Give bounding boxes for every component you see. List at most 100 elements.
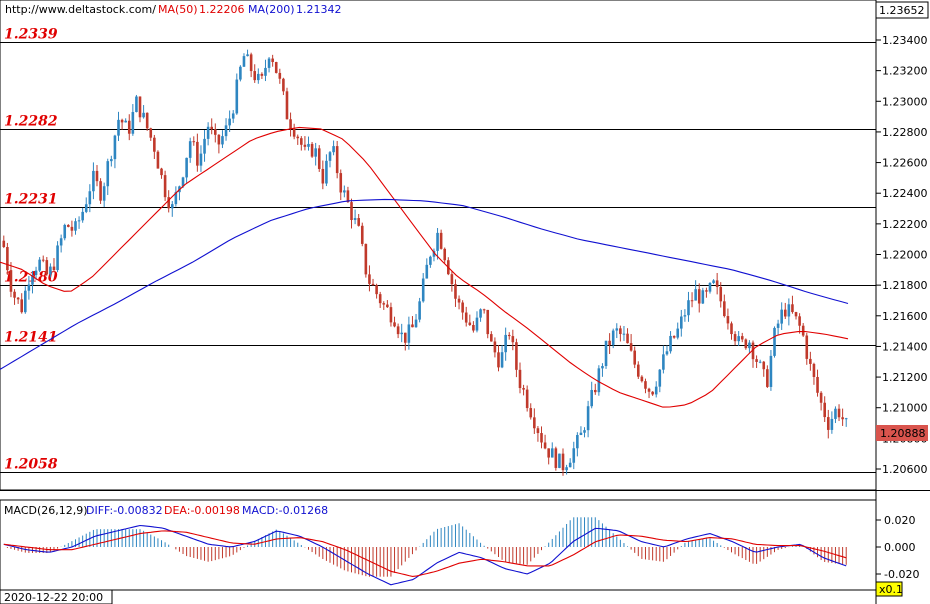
price-tick-label: 1.23200 <box>882 65 928 78</box>
candle-body <box>826 417 830 430</box>
candle-body <box>196 141 199 166</box>
candle-body <box>529 408 533 418</box>
candle-body <box>683 315 687 317</box>
candle-body <box>343 190 346 193</box>
candle-body <box>38 259 41 271</box>
candle-body <box>450 274 454 285</box>
candle-body <box>167 197 170 209</box>
candle-body <box>418 301 421 320</box>
candle-body <box>751 342 755 360</box>
candle-body <box>414 319 418 328</box>
source-url[interactable]: http://www.deltastock.com/ <box>5 3 156 16</box>
candle-body <box>346 190 350 203</box>
candle-body <box>257 73 260 81</box>
candle-body <box>378 294 382 304</box>
candle-body <box>762 361 766 370</box>
candle-body <box>350 202 353 221</box>
candle-body <box>705 290 708 292</box>
candle-body <box>249 54 253 72</box>
candle-body <box>597 368 601 393</box>
candle-body <box>783 309 787 317</box>
level-label: 1.2231 <box>4 192 58 208</box>
candle-body <box>371 283 375 286</box>
zoom-label[interactable]: x0.1 <box>879 583 903 596</box>
candle-body <box>27 284 31 291</box>
candle-body <box>472 324 475 331</box>
candle-body <box>364 243 368 275</box>
candle-body <box>153 137 156 152</box>
candle-body <box>67 224 70 227</box>
price-tick-label: 1.21400 <box>882 340 928 353</box>
candle-body <box>20 299 24 313</box>
candle-body <box>386 304 389 308</box>
macd-macd: MACD:-0.01268 <box>242 504 328 517</box>
candle-body <box>740 336 744 340</box>
candle-body <box>271 58 274 63</box>
price-tick-label: 1.21600 <box>882 310 928 323</box>
candle-body <box>300 138 303 145</box>
candle-body <box>522 388 525 390</box>
candle-body <box>812 363 816 377</box>
candle-body <box>443 248 447 261</box>
candle-body <box>576 434 579 449</box>
candle-body <box>314 148 317 157</box>
zoom-box[interactable] <box>875 581 903 597</box>
candle-body <box>274 62 278 73</box>
candle-body <box>70 226 74 231</box>
candle-body <box>490 334 493 342</box>
candle-body <box>733 334 737 342</box>
candle-body <box>708 282 712 292</box>
candle-body <box>819 392 823 403</box>
macd-tick-label: 0.000 <box>884 541 916 554</box>
candle-body <box>464 312 468 323</box>
candle-body <box>805 335 809 359</box>
candle-body <box>188 141 192 158</box>
candle-body <box>56 245 59 271</box>
level-label: 1.2339 <box>4 27 58 43</box>
candle-body <box>726 316 730 324</box>
candle-body <box>432 250 436 257</box>
candle-body <box>228 118 231 126</box>
candle-body <box>210 126 214 130</box>
ma200-value: 1.21342 <box>296 3 342 16</box>
candle-body <box>242 56 246 67</box>
candle-body <box>303 144 307 147</box>
candle-body <box>658 369 662 387</box>
candle-body <box>310 143 314 157</box>
candle-body <box>110 159 113 162</box>
candle-body <box>662 354 665 370</box>
candle-body <box>791 304 794 313</box>
candle-body <box>131 112 135 134</box>
macd-tick-label: -0.020 <box>884 568 919 581</box>
price-tick-label: 1.21000 <box>882 402 928 415</box>
candle-body <box>830 418 834 430</box>
candle-body <box>572 448 576 463</box>
candle-body <box>224 125 228 137</box>
level-label: 1.2282 <box>4 114 58 130</box>
candle-body <box>468 322 472 325</box>
candle-body <box>687 300 690 316</box>
candle-body <box>142 112 145 118</box>
macd-dea: DEA:-0.00198 <box>164 504 240 517</box>
candle-body <box>647 388 651 392</box>
candle-body <box>106 161 110 187</box>
candle-body <box>676 328 680 338</box>
price-tick-label: 1.22600 <box>882 157 928 170</box>
candle-body <box>49 266 52 275</box>
candle-body <box>454 284 457 299</box>
candle-body <box>292 128 296 137</box>
candle-body <box>429 256 432 265</box>
candle-body <box>629 343 633 351</box>
candle-body <box>482 309 486 311</box>
candle-body <box>798 316 801 326</box>
candle-body <box>715 280 719 288</box>
level-label: 1.2058 <box>4 457 58 473</box>
candle-body <box>221 136 224 145</box>
candle-body <box>697 289 701 304</box>
candle-body <box>436 232 439 251</box>
candle-body <box>622 333 626 335</box>
candle-body <box>558 453 561 468</box>
candle-body <box>246 54 249 57</box>
candle-body <box>694 289 697 301</box>
candle-body <box>425 264 429 279</box>
